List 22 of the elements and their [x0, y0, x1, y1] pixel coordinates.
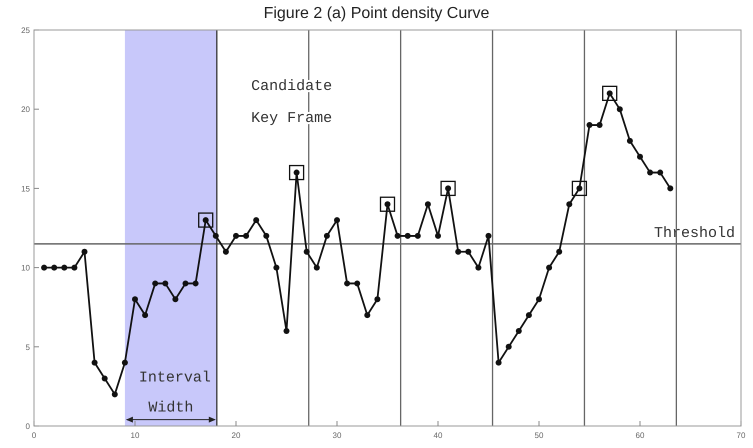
point	[572, 180, 588, 196]
x-tick-label: 40	[434, 431, 443, 440]
y-tick-label: 20	[21, 105, 31, 114]
band-label: Interval Width	[138, 370, 211, 417]
x-tick-label: 10	[130, 431, 140, 440]
x-tick-label: 60	[636, 431, 645, 440]
x-tick-label: 0	[32, 431, 37, 440]
chart-title: Figure 2 (a) Point density Curve	[264, 5, 490, 22]
point	[288, 164, 304, 180]
x-tick-label: 50	[534, 431, 544, 440]
y-tick-label: 0	[26, 422, 31, 431]
x-tick-label: 70	[736, 431, 746, 440]
point	[198, 212, 214, 228]
y-tick-label: 10	[21, 264, 31, 273]
y-tick-label: 25	[21, 26, 31, 35]
x-tick-label: 30	[332, 431, 342, 440]
point	[440, 180, 456, 196]
point	[380, 196, 396, 212]
x-tick-label: 20	[232, 431, 241, 440]
point	[602, 86, 618, 102]
y-tick-label: 15	[21, 184, 31, 194]
y-tick-label: 5	[26, 342, 31, 352]
